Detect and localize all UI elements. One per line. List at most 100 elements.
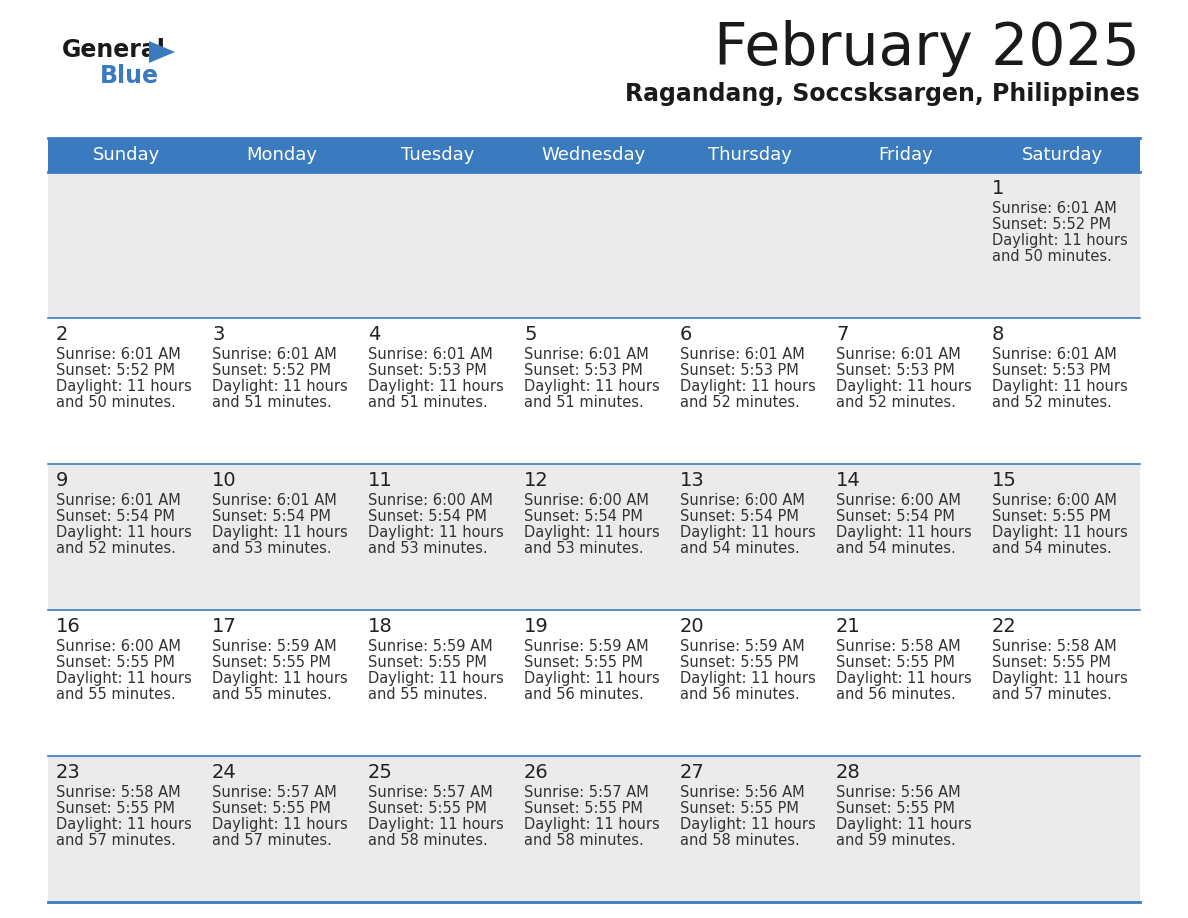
Text: and 54 minutes.: and 54 minutes. [836, 541, 956, 556]
Bar [48, 138, 1140, 172]
Text: 25: 25 [368, 763, 393, 782]
Text: Sunrise: 6:01 AM: Sunrise: 6:01 AM [56, 493, 181, 508]
Text: Sunrise: 5:59 AM: Sunrise: 5:59 AM [680, 639, 804, 654]
Bar [204, 172, 360, 318]
Bar [204, 756, 360, 902]
Text: Sunrise: 5:56 AM: Sunrise: 5:56 AM [836, 785, 961, 800]
Text: Sunset: 5:52 PM: Sunset: 5:52 PM [56, 363, 175, 378]
Text: Thursday: Thursday [708, 146, 792, 164]
Text: Sunrise: 5:59 AM: Sunrise: 5:59 AM [368, 639, 493, 654]
Text: Daylight: 11 hours: Daylight: 11 hours [368, 379, 504, 394]
Bar [516, 756, 672, 902]
Text: Daylight: 11 hours: Daylight: 11 hours [836, 525, 972, 540]
Text: Sunset: 5:53 PM: Sunset: 5:53 PM [992, 363, 1111, 378]
Bar [360, 610, 516, 756]
Text: Sunset: 5:55 PM: Sunset: 5:55 PM [992, 509, 1111, 524]
Text: 16: 16 [56, 617, 81, 636]
Text: Sunset: 5:55 PM: Sunset: 5:55 PM [836, 801, 955, 816]
Text: Daylight: 11 hours: Daylight: 11 hours [56, 817, 191, 832]
Text: Daylight: 11 hours: Daylight: 11 hours [680, 379, 816, 394]
Text: Daylight: 11 hours: Daylight: 11 hours [524, 525, 659, 540]
Text: and 57 minutes.: and 57 minutes. [211, 833, 331, 848]
Text: Monday: Monday [246, 146, 317, 164]
Text: Sunset: 5:55 PM: Sunset: 5:55 PM [56, 655, 175, 670]
Text: Daylight: 11 hours: Daylight: 11 hours [680, 817, 816, 832]
Text: Sunset: 5:55 PM: Sunset: 5:55 PM [836, 655, 955, 670]
Text: Sunrise: 6:01 AM: Sunrise: 6:01 AM [368, 347, 493, 362]
Bar [828, 756, 984, 902]
Text: Daylight: 11 hours: Daylight: 11 hours [524, 379, 659, 394]
Bar [516, 318, 672, 464]
Text: Sunset: 5:55 PM: Sunset: 5:55 PM [56, 801, 175, 816]
Text: 6: 6 [680, 325, 693, 344]
Text: Sunrise: 6:01 AM: Sunrise: 6:01 AM [836, 347, 961, 362]
Text: Daylight: 11 hours: Daylight: 11 hours [56, 525, 191, 540]
Text: Sunrise: 5:56 AM: Sunrise: 5:56 AM [680, 785, 804, 800]
Text: Sunrise: 6:00 AM: Sunrise: 6:00 AM [680, 493, 805, 508]
Bar [516, 172, 672, 318]
Text: 27: 27 [680, 763, 704, 782]
Text: Sunset: 5:54 PM: Sunset: 5:54 PM [524, 509, 643, 524]
Text: 17: 17 [211, 617, 236, 636]
Text: 21: 21 [836, 617, 861, 636]
Bar [360, 756, 516, 902]
Bar [48, 610, 204, 756]
Text: 19: 19 [524, 617, 549, 636]
Bar [204, 318, 360, 464]
Text: Sunset: 5:53 PM: Sunset: 5:53 PM [524, 363, 643, 378]
Text: Daylight: 11 hours: Daylight: 11 hours [836, 671, 972, 686]
Text: Blue: Blue [100, 64, 159, 88]
Text: Sunset: 5:52 PM: Sunset: 5:52 PM [992, 217, 1111, 232]
Text: Sunrise: 6:00 AM: Sunrise: 6:00 AM [368, 493, 493, 508]
Text: Sunset: 5:55 PM: Sunset: 5:55 PM [680, 655, 798, 670]
Text: Sunrise: 5:57 AM: Sunrise: 5:57 AM [524, 785, 649, 800]
Text: Daylight: 11 hours: Daylight: 11 hours [211, 817, 348, 832]
Text: and 54 minutes.: and 54 minutes. [992, 541, 1112, 556]
Text: 18: 18 [368, 617, 393, 636]
Text: and 53 minutes.: and 53 minutes. [368, 541, 487, 556]
Text: and 51 minutes.: and 51 minutes. [524, 395, 644, 410]
Bar [828, 172, 984, 318]
Bar [360, 318, 516, 464]
Polygon shape [148, 41, 175, 63]
Text: Daylight: 11 hours: Daylight: 11 hours [524, 671, 659, 686]
Text: Sunrise: 6:01 AM: Sunrise: 6:01 AM [680, 347, 804, 362]
Text: Daylight: 11 hours: Daylight: 11 hours [211, 379, 348, 394]
Text: and 52 minutes.: and 52 minutes. [836, 395, 956, 410]
Text: 3: 3 [211, 325, 225, 344]
Text: Sunset: 5:53 PM: Sunset: 5:53 PM [836, 363, 955, 378]
Text: Sunrise: 6:00 AM: Sunrise: 6:00 AM [524, 493, 649, 508]
Text: and 53 minutes.: and 53 minutes. [211, 541, 331, 556]
Text: 26: 26 [524, 763, 549, 782]
Text: 7: 7 [836, 325, 848, 344]
Text: Daylight: 11 hours: Daylight: 11 hours [368, 525, 504, 540]
Text: and 50 minutes.: and 50 minutes. [992, 249, 1112, 264]
Text: and 58 minutes.: and 58 minutes. [368, 833, 488, 848]
Text: 14: 14 [836, 471, 861, 490]
Text: and 51 minutes.: and 51 minutes. [211, 395, 331, 410]
Text: 8: 8 [992, 325, 1004, 344]
Text: and 56 minutes.: and 56 minutes. [524, 687, 644, 702]
Text: Sunset: 5:54 PM: Sunset: 5:54 PM [680, 509, 798, 524]
Text: 10: 10 [211, 471, 236, 490]
Text: Sunrise: 6:00 AM: Sunrise: 6:00 AM [992, 493, 1117, 508]
Text: Sunday: Sunday [93, 146, 159, 164]
Text: Sunrise: 5:57 AM: Sunrise: 5:57 AM [368, 785, 493, 800]
Text: and 57 minutes.: and 57 minutes. [56, 833, 176, 848]
Text: 9: 9 [56, 471, 69, 490]
Text: 24: 24 [211, 763, 236, 782]
Text: and 51 minutes.: and 51 minutes. [368, 395, 488, 410]
Bar [828, 464, 984, 610]
Text: Sunset: 5:54 PM: Sunset: 5:54 PM [836, 509, 955, 524]
Text: and 58 minutes.: and 58 minutes. [680, 833, 800, 848]
Text: Sunset: 5:55 PM: Sunset: 5:55 PM [211, 801, 331, 816]
Text: 20: 20 [680, 617, 704, 636]
Text: 13: 13 [680, 471, 704, 490]
Bar [984, 464, 1140, 610]
Bar [672, 318, 828, 464]
Text: 5: 5 [524, 325, 537, 344]
Text: Sunrise: 5:59 AM: Sunrise: 5:59 AM [211, 639, 336, 654]
Text: Wednesday: Wednesday [542, 146, 646, 164]
Bar [672, 610, 828, 756]
Text: and 54 minutes.: and 54 minutes. [680, 541, 800, 556]
